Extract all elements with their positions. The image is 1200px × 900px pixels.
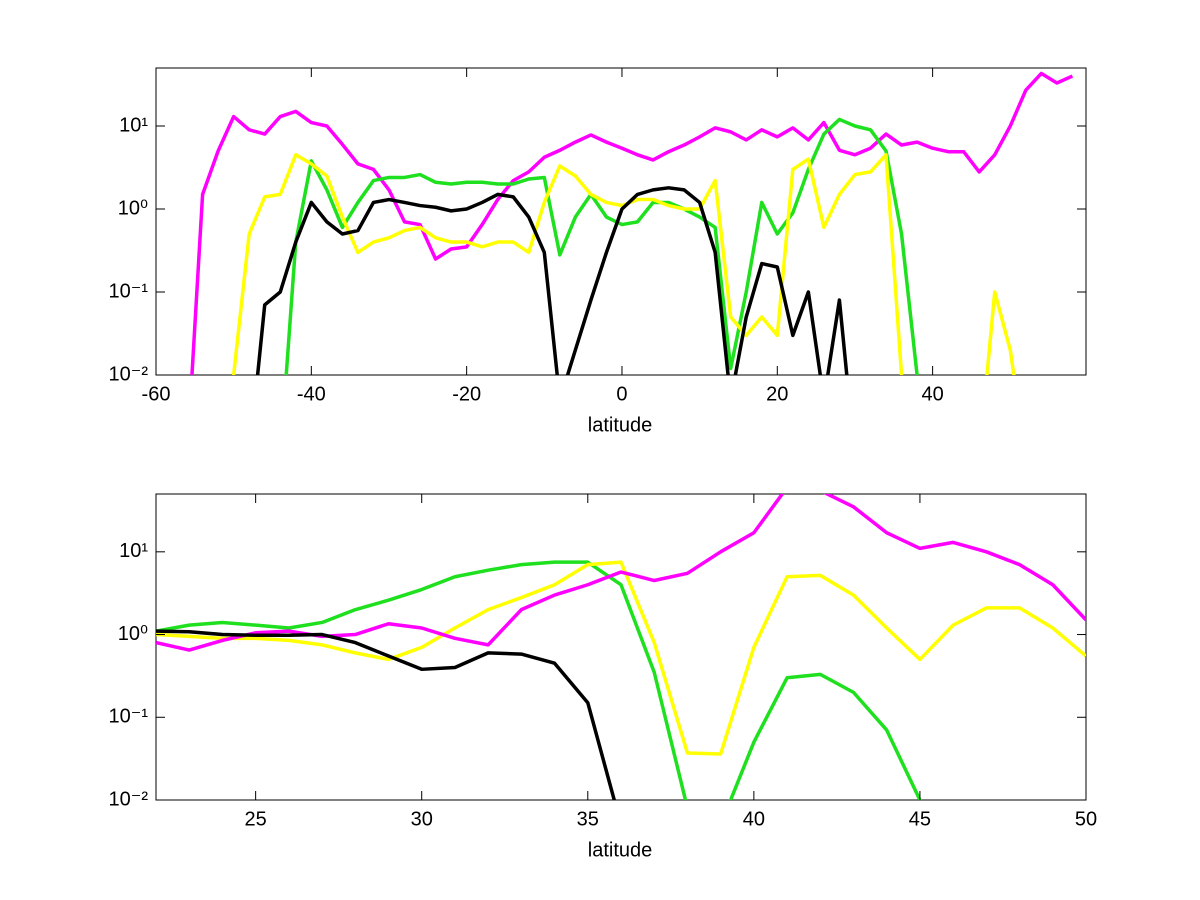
x-axis-label: latitude	[588, 414, 653, 436]
data-line	[255, 186, 849, 375]
y-tick-label: 10¹	[119, 540, 148, 562]
x-axis-label: latitude	[588, 839, 653, 861]
x-tick-label: -20	[452, 383, 481, 405]
x-tick-label: 20	[766, 383, 788, 405]
axes-frame	[155, 493, 1087, 801]
x-tick-label: 40	[921, 383, 943, 405]
y-tick-label: 10⁻¹	[109, 280, 149, 302]
y-tick-label: 10¹	[119, 114, 148, 136]
y-tick-label: 10⁻²	[109, 788, 149, 810]
y-tick-label: 10⁰	[118, 197, 148, 219]
x-tick-label: -60	[142, 383, 171, 405]
x-tick-label: 45	[909, 808, 931, 830]
data-line	[156, 560, 922, 800]
axes-frame	[155, 67, 1087, 376]
data-line	[156, 560, 1086, 756]
x-tick-label: 25	[245, 808, 267, 830]
x-tick-label: 40	[743, 808, 765, 830]
x-tick-label: 30	[411, 808, 433, 830]
data-line	[190, 71, 1074, 375]
x-tick-label: 50	[1075, 808, 1097, 830]
y-tick-label: 10⁰	[118, 623, 148, 645]
data-line	[156, 629, 617, 800]
y-tick-label: 10⁻²	[109, 363, 149, 385]
x-tick-label: 35	[577, 808, 599, 830]
x-tick-label: -40	[297, 383, 326, 405]
x-tick-label: 0	[616, 383, 627, 405]
y-tick-label: 10⁻¹	[109, 706, 149, 728]
data-line	[284, 117, 919, 375]
